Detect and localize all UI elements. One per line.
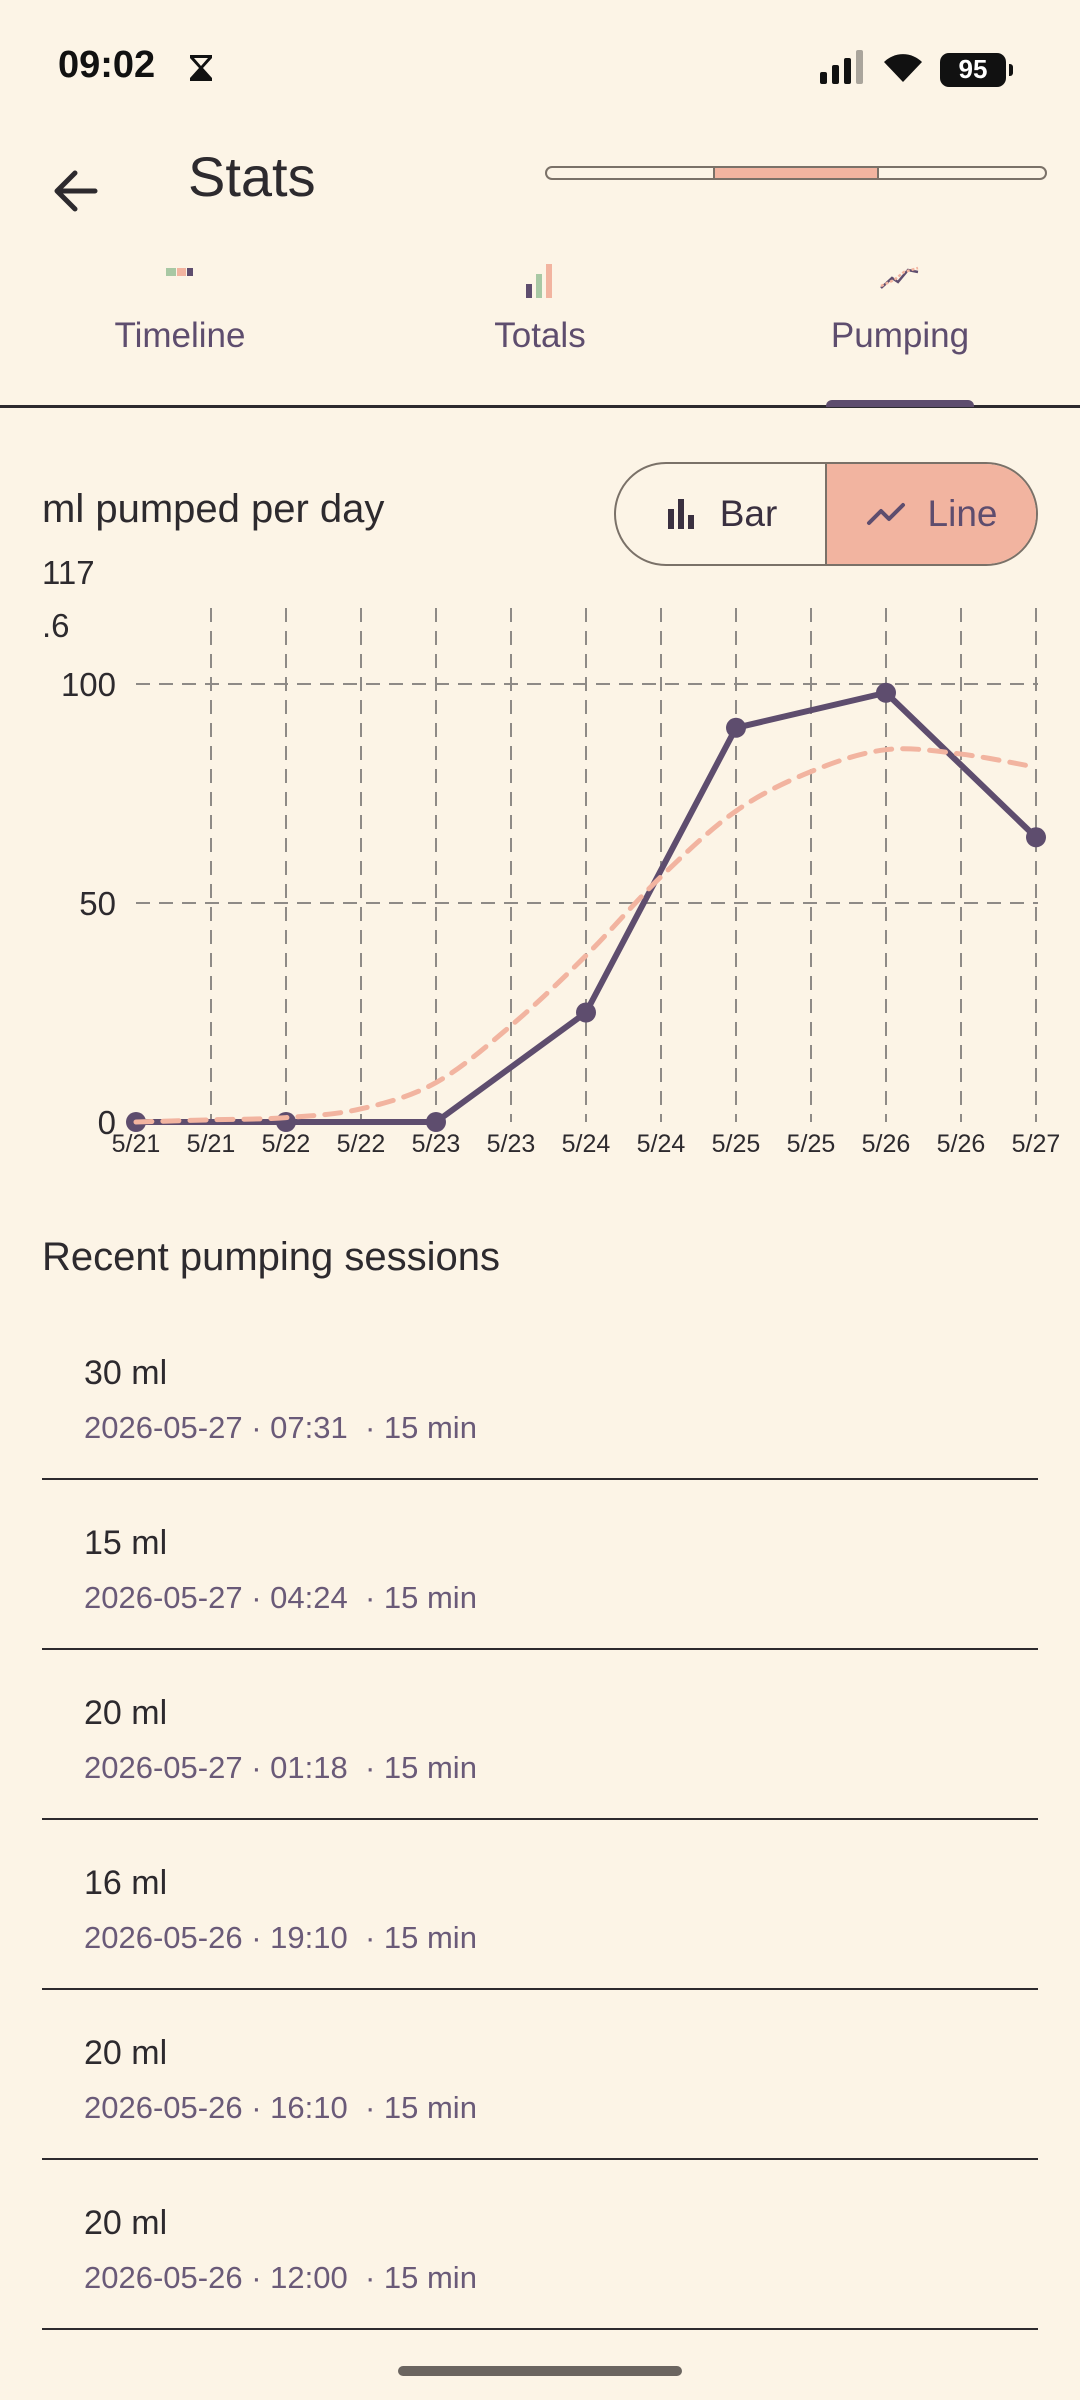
session-amount: 30 ml (84, 1354, 168, 1392)
active-tab-indicator (826, 400, 974, 407)
session-time: 01:18 (270, 1750, 348, 1785)
session-time: 12:00 (270, 2260, 348, 2295)
trend-line (133, 746, 1039, 1125)
session-row[interactable]: 20 ml 2026-05-26 · 12:00 · 15 min (42, 2160, 1038, 2330)
session-meta: 2026-05-27 · 01:18 · 15 min (84, 1750, 477, 1785)
status-time: 09:02 (58, 44, 156, 86)
x-tick-label: 5/26 (862, 1130, 911, 1158)
line-chart-button[interactable]: Line (827, 464, 1036, 564)
app-bar: Stats (0, 130, 1080, 250)
tab-pumping-label: Pumping (830, 316, 970, 355)
session-time: 07:31 (270, 1410, 348, 1445)
session-meta: 2026-05-27 · 04:24 · 15 min (84, 1580, 477, 1615)
session-amount: 20 ml (84, 2204, 168, 2242)
x-tick-label: 5/21 (187, 1130, 236, 1158)
y-tick-label: 0 (98, 1104, 116, 1141)
wifi-icon (880, 50, 926, 89)
arrow-back-icon (54, 170, 98, 212)
session-date: 2026-05-27 (84, 1410, 243, 1445)
system-icons: 95 (820, 50, 1013, 89)
session-meta: 2026-05-27 · 07:31 · 15 min (84, 1410, 477, 1445)
page-progress-indicator (545, 166, 1047, 180)
x-tick-label: 5/23 (487, 1130, 536, 1158)
bar-chart-icon (667, 499, 694, 529)
tab-timeline[interactable]: Timeline (0, 250, 360, 405)
progress-fill (712, 168, 879, 178)
tab-totals[interactable]: Totals (360, 250, 720, 405)
session-meta: 2026-05-26 · 12:00 · 15 min (84, 2260, 477, 2295)
x-tick-label: 5/23 (412, 1130, 461, 1158)
x-tick-label: 5/22 (262, 1130, 311, 1158)
session-row[interactable]: 30 ml 2026-05-27 · 07:31 · 15 min (42, 1310, 1038, 1480)
tab-totals-label: Totals (494, 316, 586, 355)
line-chart-label: Line (927, 493, 998, 534)
session-duration: 15 min (383, 1410, 477, 1445)
session-amount: 20 ml (84, 1694, 168, 1732)
data-point (276, 1112, 296, 1132)
x-tick-label: 5/26 (937, 1130, 986, 1158)
session-meta: 2026-05-26 · 16:10 · 15 min (84, 2090, 477, 2125)
session-date: 2026-05-26 (84, 2260, 243, 2295)
session-list: 30 ml 2026-05-27 · 07:31 · 15 min 15 ml 202… (42, 1310, 1038, 2330)
timeline-icon (163, 260, 197, 285)
bar-chart-button[interactable]: Bar (616, 464, 827, 564)
page-title: Stats (188, 145, 316, 208)
signal-icon (820, 50, 866, 89)
session-duration: 15 min (383, 1580, 477, 1615)
session-amount: 16 ml (84, 1864, 168, 1902)
back-button[interactable] (40, 156, 110, 226)
pumping-line-chart: 100 50 0 117 .6 5/21 5/21 5/22 5/22 5/23 5/23 5/24 5… (42, 560, 1061, 1158)
line-chart-icon (866, 503, 905, 525)
session-date: 2026-05-27 (84, 1750, 243, 1785)
y-tick-label: 100 (61, 666, 116, 703)
tab-pumping[interactable]: Pumping (720, 250, 1080, 405)
hourglass-icon (188, 54, 214, 87)
session-duration: 15 min (383, 1920, 477, 1955)
session-row[interactable]: 15 ml 2026-05-27 · 04:24 · 15 min (42, 1480, 1038, 1650)
data-point (726, 717, 746, 738)
session-time: 16:10 (270, 2090, 348, 2125)
x-tick-label: 5/24 (637, 1130, 686, 1158)
pumping-line-icon (878, 260, 922, 299)
session-time: 04:24 (270, 1580, 348, 1615)
bar-chart-label: Bar (719, 493, 778, 534)
session-date: 2026-05-26 (84, 1920, 243, 1955)
tab-timeline-label: Timeline (114, 316, 246, 355)
session-duration: 15 min (383, 2260, 477, 2295)
stats-tabs: Timeline Totals Pumping (0, 250, 1080, 408)
y-tick-label: 50 (79, 885, 116, 922)
data-point (1026, 827, 1046, 848)
x-tick-label: 5/22 (337, 1130, 386, 1158)
home-indicator[interactable] (398, 2366, 682, 2376)
x-tick-label: 5/25 (712, 1130, 761, 1158)
session-duration: 15 min (383, 2090, 477, 2125)
session-amount: 20 ml (84, 2034, 168, 2072)
status-bar: 09:02 95 (0, 0, 1080, 130)
session-amount: 15 ml (84, 1524, 168, 1562)
x-tick-label: 5/24 (562, 1130, 611, 1158)
data-point (426, 1112, 446, 1132)
y-max-label: .6 (42, 607, 70, 644)
session-row[interactable]: 16 ml 2026-05-26 · 19:10 · 15 min (42, 1820, 1038, 1990)
session-date: 2026-05-27 (84, 1580, 243, 1615)
session-row[interactable]: 20 ml 2026-05-26 · 16:10 · 15 min (42, 1990, 1038, 2160)
session-time: 19:10 (270, 1920, 348, 1955)
session-date: 2026-05-26 (84, 2090, 243, 2125)
session-meta: 2026-05-26 · 19:10 · 15 min (84, 1920, 477, 1955)
battery-icon: 95 (940, 52, 1013, 87)
chart-type-toggle: Bar Line (614, 462, 1038, 566)
x-tick-label: 5/27 (1012, 1130, 1061, 1158)
battery-level: 95 (958, 54, 988, 84)
y-max-label: 117 (42, 560, 95, 591)
x-tick-label: 5/21 (112, 1130, 161, 1158)
session-duration: 15 min (383, 1750, 477, 1785)
chart-title: ml pumped per day (42, 487, 385, 531)
session-row[interactable]: 20 ml 2026-05-27 · 01:18 · 15 min (42, 1650, 1038, 1820)
data-point (576, 1002, 596, 1023)
sessions-title: Recent pumping sessions (42, 1235, 501, 1279)
x-tick-label: 5/25 (787, 1130, 836, 1158)
data-point (876, 682, 896, 703)
totals-chart-icon (523, 260, 557, 305)
